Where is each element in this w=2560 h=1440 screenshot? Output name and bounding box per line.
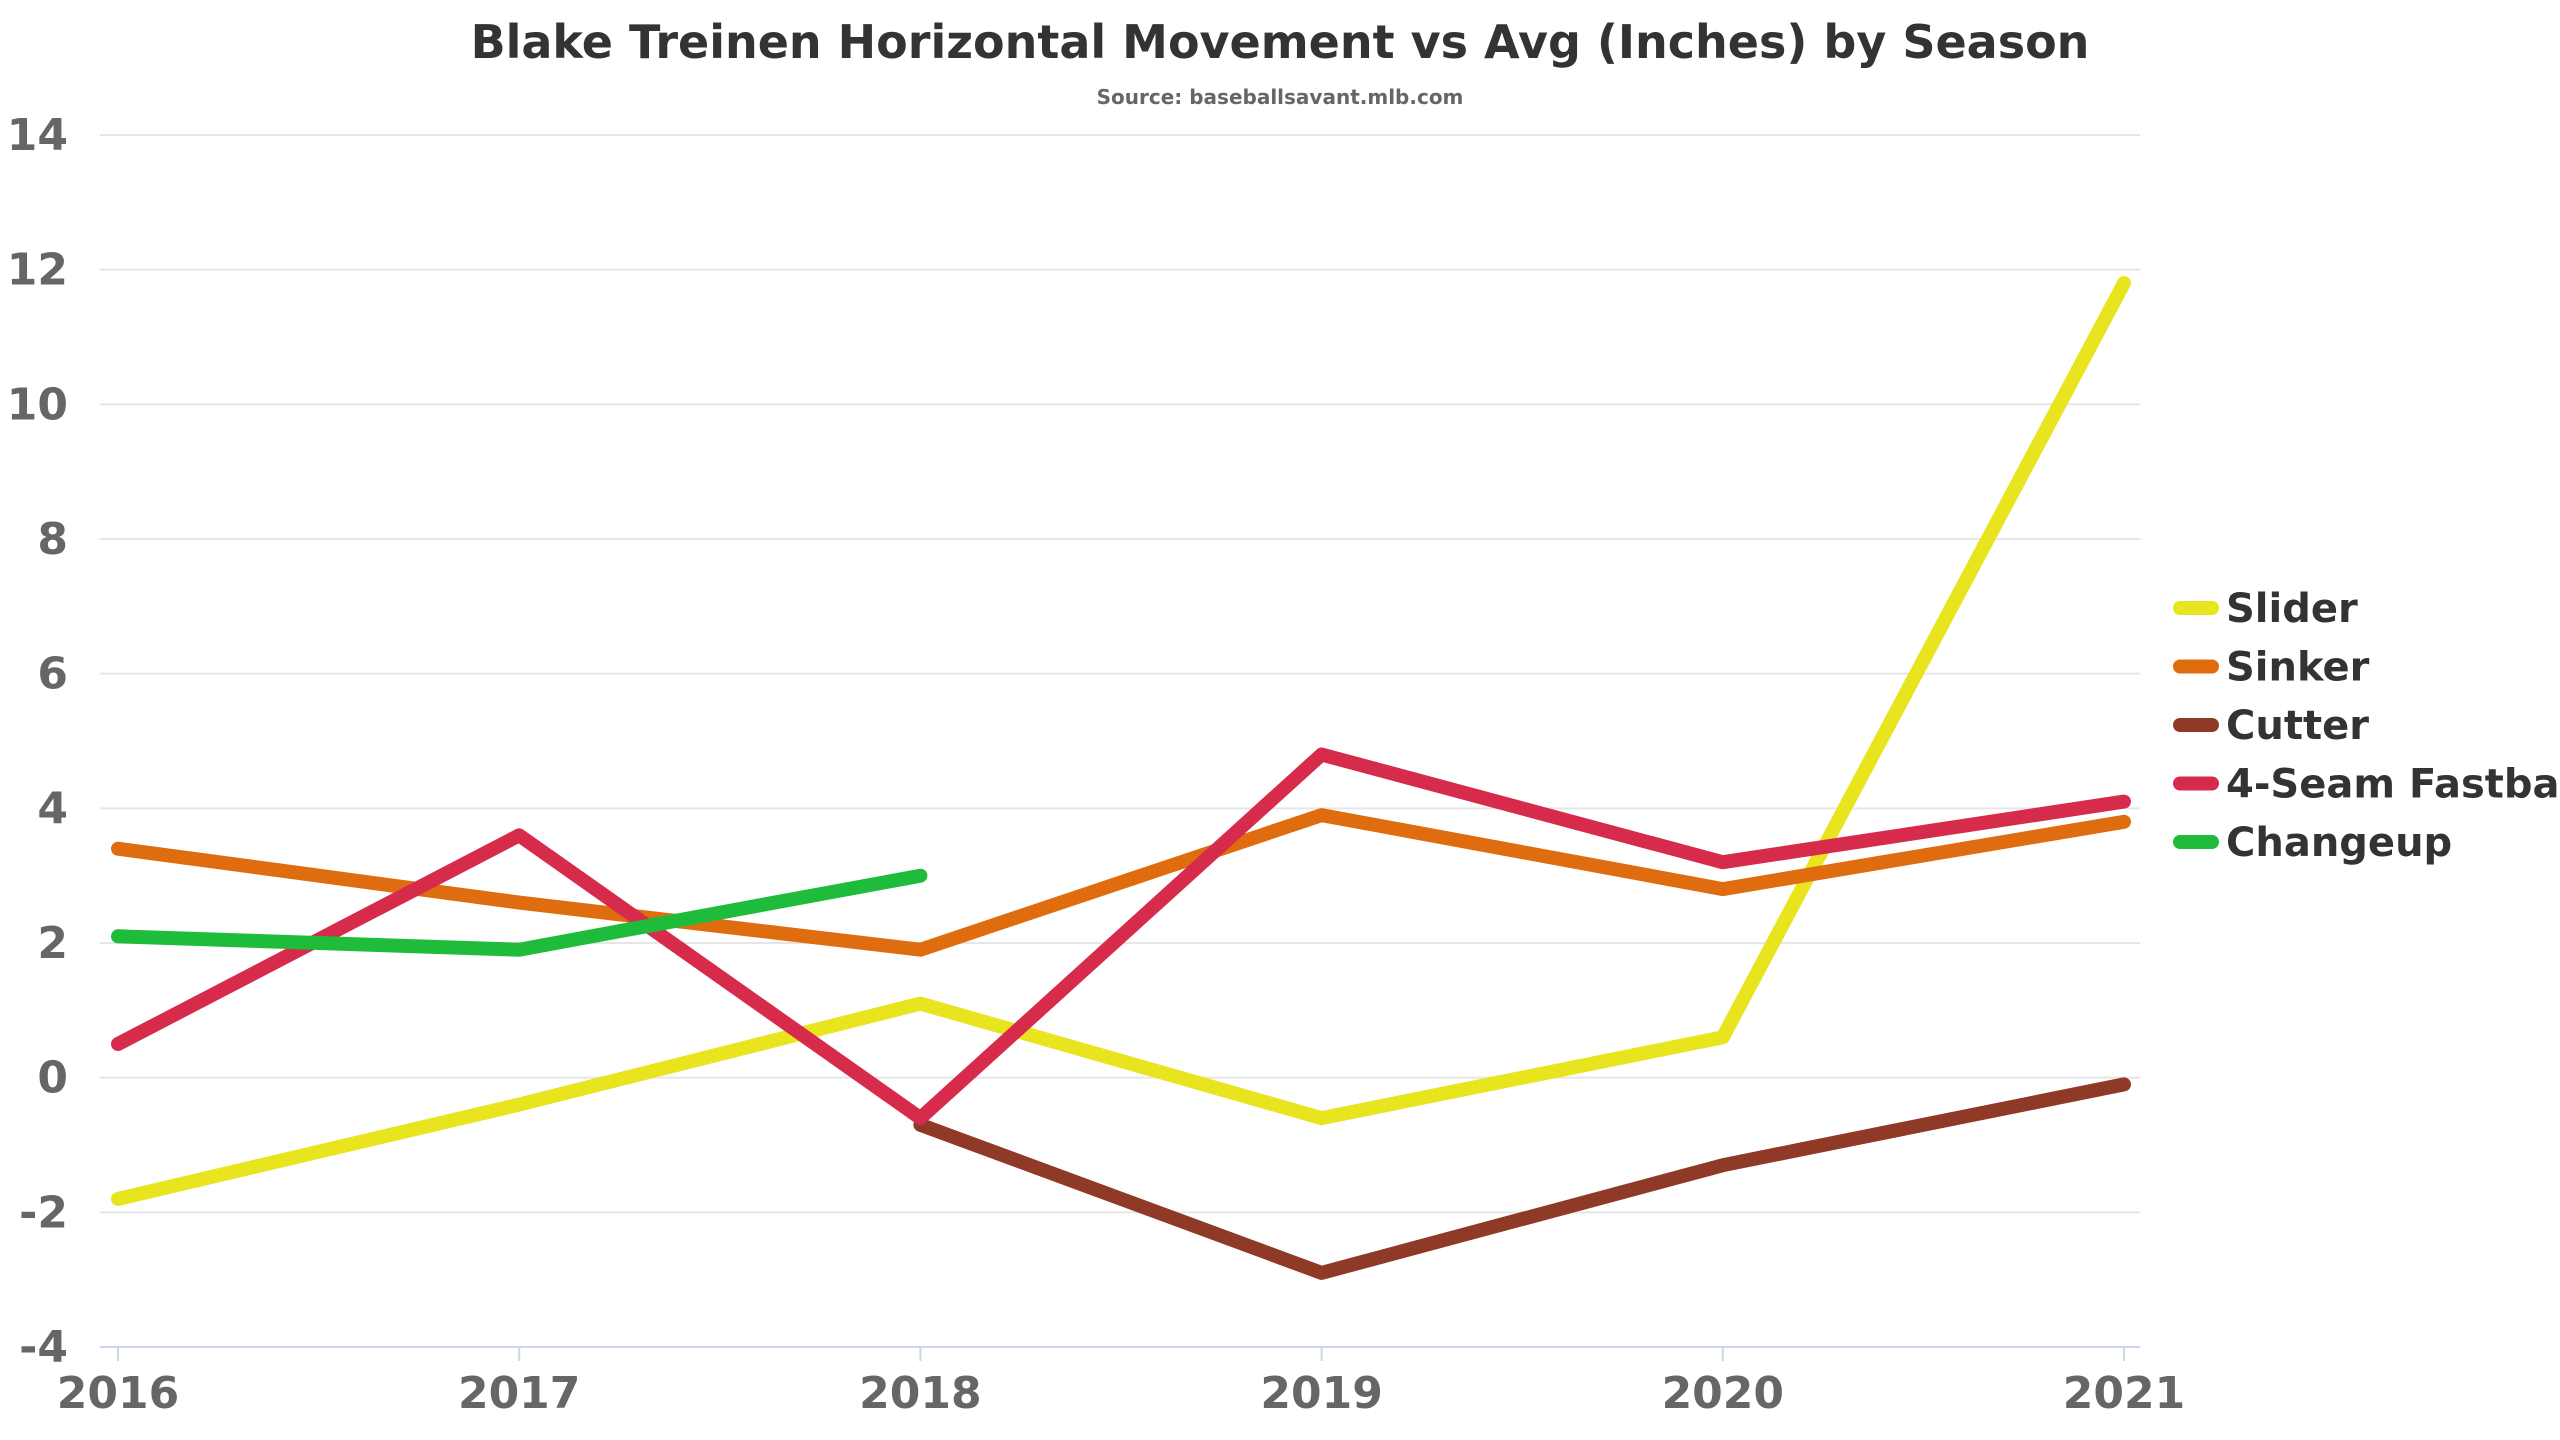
series-line-4-seam-fastball xyxy=(111,747,2131,1126)
y-tick-label: 6 xyxy=(37,649,68,700)
x-tick-label: 2018 xyxy=(859,1368,981,1419)
series-line-cutter xyxy=(913,1077,2131,1280)
x-tick-label: 2019 xyxy=(1260,1368,1382,1419)
legend-item-label[interactable]: Slider xyxy=(2226,586,2358,632)
x-tick-label: 2020 xyxy=(1662,1368,1784,1419)
y-tick-label: 4 xyxy=(37,783,68,834)
y-tick-label: 2 xyxy=(37,918,68,969)
x-tick-label: 2021 xyxy=(2063,1368,2185,1419)
series-line-slider xyxy=(111,276,2131,1206)
y-tick-label: 0 xyxy=(37,1053,68,1104)
y-tick-label: 10 xyxy=(7,379,68,430)
series-line-changeup xyxy=(111,868,928,957)
y-tick-label: -2 xyxy=(19,1187,68,1238)
y-tick-label: 14 xyxy=(7,110,68,161)
chart-title: Blake Treinen Horizontal Movement vs Avg… xyxy=(471,15,2090,69)
chart-subtitle: Source: baseballsavant.mlb.com xyxy=(1097,85,1464,109)
legend-item-label[interactable]: Changeup xyxy=(2226,820,2452,866)
series-line-sinker xyxy=(111,808,2131,957)
legend: Slider Sinker Cutter 4-Seam Fastball Changeu… xyxy=(2173,586,2560,866)
legend-item-label[interactable]: Sinker xyxy=(2226,645,2370,691)
legend-item-label[interactable]: 4-Seam Fastball xyxy=(2226,762,2560,808)
grid-lines xyxy=(100,134,2140,1214)
series-lines xyxy=(111,276,2131,1280)
x-tick-label: 2017 xyxy=(458,1368,580,1419)
axes: -4 -2 0 2 4 6 8 10 12 14 2016 2017 2018 2019 2020 2021 xyxy=(7,110,2185,1419)
legend-item-label[interactable]: Cutter xyxy=(2226,703,2369,749)
y-tick-label: 12 xyxy=(7,245,68,296)
x-tick-label: 2016 xyxy=(57,1368,179,1419)
y-tick-label: -4 xyxy=(19,1322,68,1373)
y-tick-label: 8 xyxy=(37,514,68,565)
